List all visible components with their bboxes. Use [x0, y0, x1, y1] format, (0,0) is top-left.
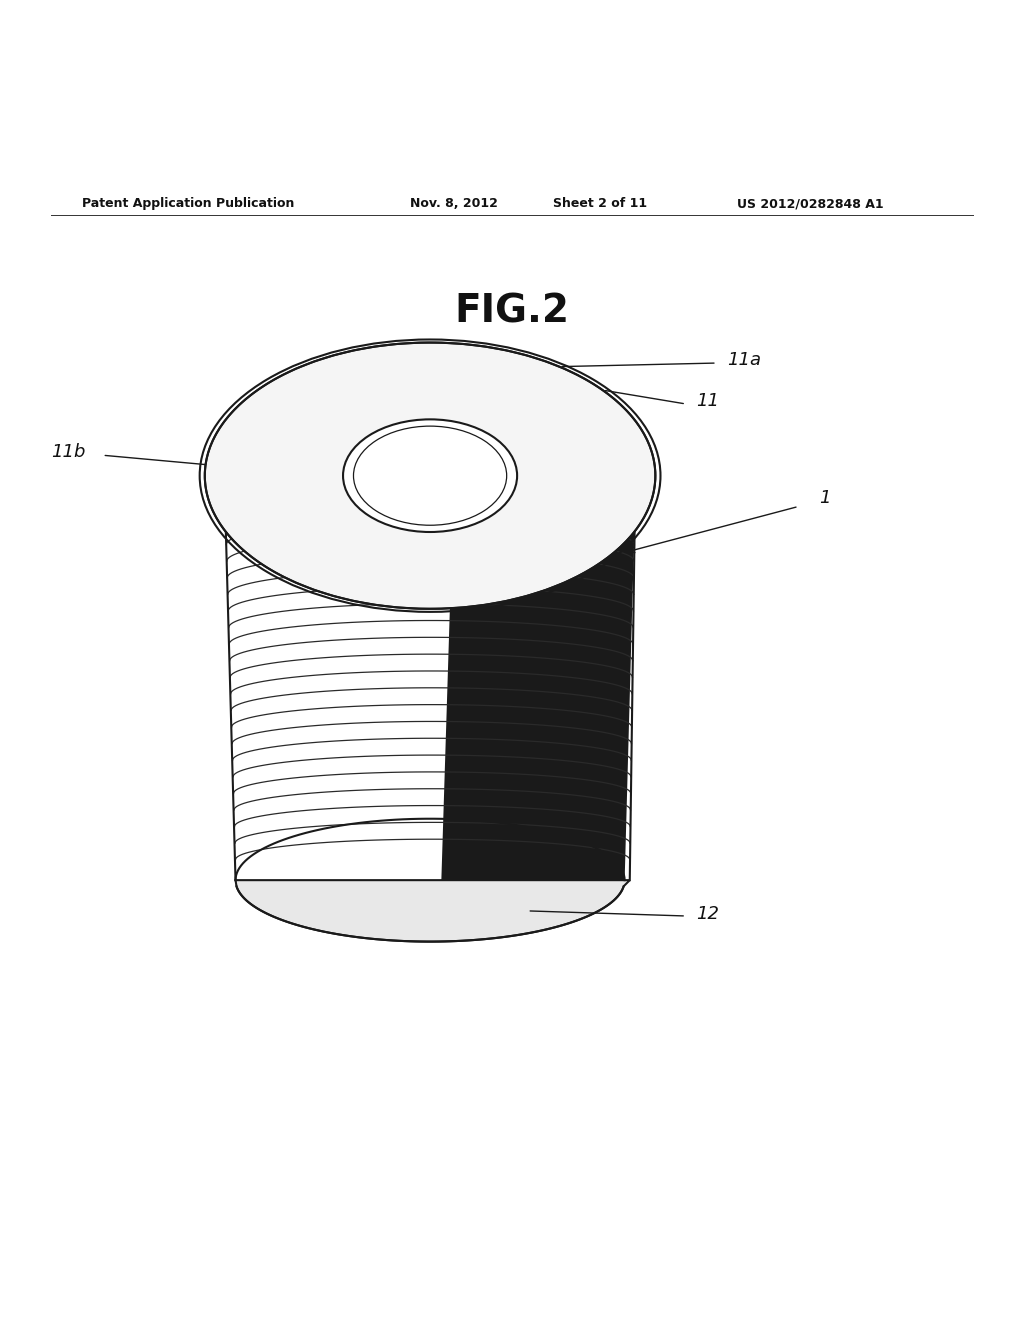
Text: 12: 12 — [696, 906, 719, 923]
Text: FIG.2: FIG.2 — [455, 293, 569, 331]
Polygon shape — [236, 880, 630, 941]
Polygon shape — [205, 343, 655, 609]
Text: Nov. 8, 2012: Nov. 8, 2012 — [410, 197, 498, 210]
Text: US 2012/0282848 A1: US 2012/0282848 A1 — [737, 197, 884, 210]
Text: 11b: 11b — [51, 444, 86, 461]
Polygon shape — [441, 412, 655, 899]
Ellipse shape — [343, 420, 517, 532]
Text: 11: 11 — [696, 392, 719, 411]
Text: Sheet 2 of 11: Sheet 2 of 11 — [553, 197, 647, 210]
Text: Patent Application Publication: Patent Application Publication — [82, 197, 294, 210]
Text: 1: 1 — [819, 490, 830, 507]
Text: 11a: 11a — [727, 351, 761, 370]
